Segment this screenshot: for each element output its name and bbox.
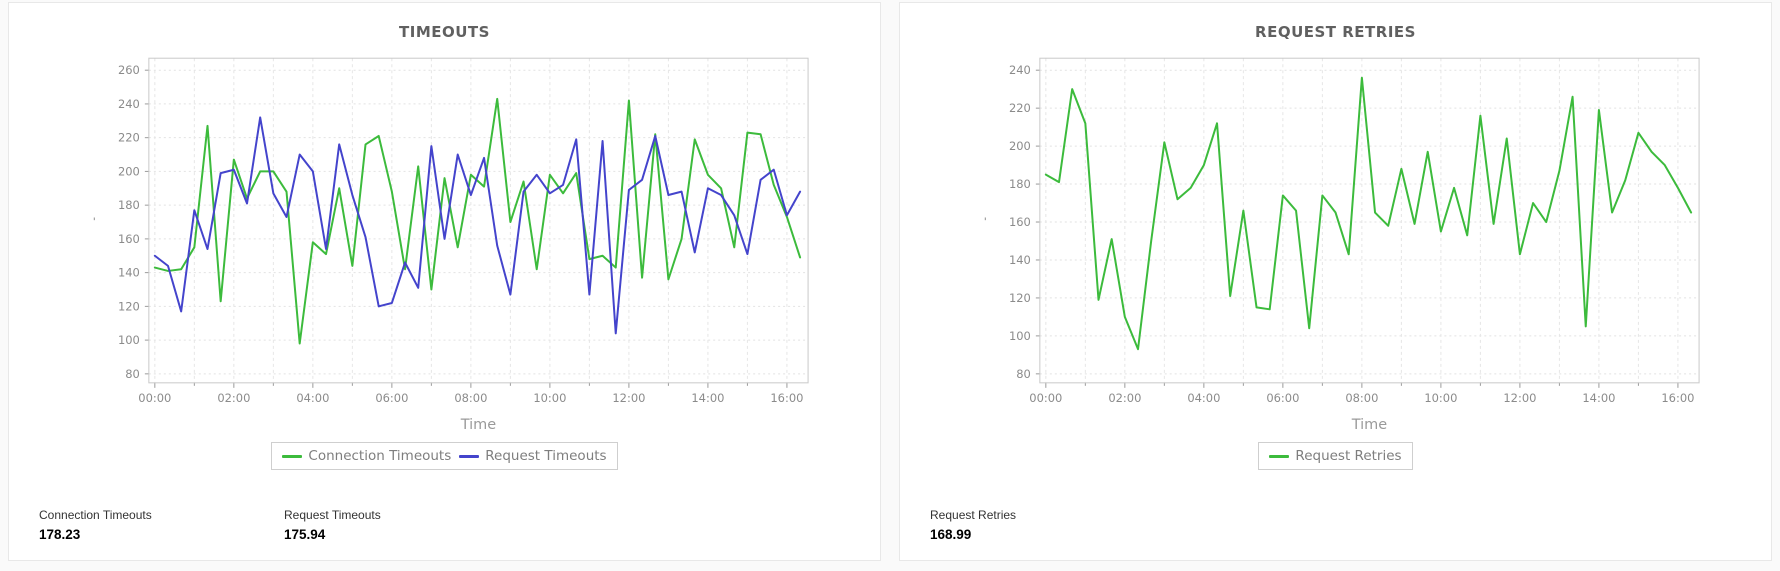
legend-row: Connection Timeouts Request Timeouts [9,442,880,470]
stat-connection-timeouts: Connection Timeouts 178.23 [39,508,284,542]
svg-text:02:00: 02:00 [1108,391,1141,405]
stat-value: 178.23 [39,527,81,542]
summary-stats: Connection Timeouts 178.23 Request Timeo… [9,508,880,542]
series-line-connection-timeouts [153,97,802,345]
svg-text:120: 120 [118,299,140,313]
request-retries-line-chart[interactable]: 80 100 120 140 160 180 200 220 240 00:00 02:00 04:0… [900,42,1771,434]
svg-text:16:00: 16:00 [770,391,803,405]
legend-label: Connection Timeouts [308,448,452,464]
svg-text:06:00: 06:00 [1266,391,1299,405]
chart-legend: Request Retries [1258,442,1413,470]
legend-item[interactable]: Connection Timeouts [282,448,451,464]
stat-label: Connection Timeouts [39,508,152,522]
legend-line-swatch-icon [1269,454,1290,458]
svg-text:': ' [984,217,987,228]
svg-text:240: 240 [1009,63,1031,77]
stat-request-timeouts: Request Timeouts 175.94 [284,508,529,542]
svg-text:10:00: 10:00 [1424,391,1457,405]
svg-text:200: 200 [118,164,140,178]
svg-text:10:00: 10:00 [533,391,566,405]
legend-line-swatch-icon [459,454,480,458]
svg-text:220: 220 [118,131,140,145]
svg-text:14:00: 14:00 [691,391,724,405]
stat-value: 175.94 [284,527,326,542]
svg-text:180: 180 [118,198,140,212]
svg-text:180: 180 [1009,177,1031,191]
svg-text:100: 100 [118,333,140,347]
summary-stats: Request Retries 168.99 [900,508,1771,542]
svg-text:160: 160 [1009,215,1031,229]
svg-text:08:00: 08:00 [454,391,487,405]
svg-text:16:00: 16:00 [1661,391,1694,405]
svg-text:Time: Time [1351,417,1388,433]
chart-legend: Connection Timeouts Request Timeouts [271,442,618,470]
svg-text:100: 100 [1009,329,1031,343]
svg-text:02:00: 02:00 [217,391,250,405]
legend-item[interactable]: Request Timeouts [459,448,607,464]
svg-text:80: 80 [1016,367,1031,381]
timeouts-line-chart[interactable]: 80 100 120 140 160 180 200 220 240 260 00:00 02:00 0… [9,42,880,434]
svg-text:00:00: 00:00 [138,391,171,405]
stat-label: Request Timeouts [284,508,381,522]
svg-text:08:00: 08:00 [1345,391,1378,405]
series-line-request-retries [1044,76,1693,351]
svg-text:140: 140 [118,266,140,280]
legend-label: Request Timeouts [485,448,607,464]
svg-text:220: 220 [1009,101,1031,115]
svg-text:160: 160 [118,232,140,246]
chart-title: REQUEST RETRIES [1255,23,1416,41]
svg-text:140: 140 [1009,253,1031,267]
legend-row: Request Retries [900,442,1771,470]
svg-text:120: 120 [1009,291,1031,305]
stat-request-retries: Request Retries 168.99 [930,508,1175,542]
svg-text:260: 260 [118,63,140,77]
legend-label: Request Retries [1295,448,1402,464]
legend-line-swatch-icon [282,454,303,458]
svg-text:12:00: 12:00 [612,391,645,405]
svg-text:200: 200 [1009,139,1031,153]
series-line-request-timeouts [153,116,802,335]
svg-text:14:00: 14:00 [1582,391,1615,405]
stat-value: 168.99 [930,527,972,542]
timeouts-chart-panel: TIMEOUTS 80 100 120 140 160 180 200 220 240 260 00… [8,2,881,561]
svg-text:00:00: 00:00 [1029,391,1062,405]
stat-label: Request Retries [930,508,1017,522]
request-retries-chart-panel: REQUEST RETRIES 80 100 120 140 160 180 200 220 2… [899,2,1772,561]
svg-text:240: 240 [118,97,140,111]
chart-title: TIMEOUTS [399,23,490,41]
svg-text:06:00: 06:00 [375,391,408,405]
svg-text:04:00: 04:00 [296,391,329,405]
svg-text:12:00: 12:00 [1503,391,1536,405]
svg-text:Time: Time [460,417,497,433]
svg-text:04:00: 04:00 [1187,391,1220,405]
svg-text:80: 80 [125,367,140,381]
svg-text:': ' [93,217,96,228]
legend-item[interactable]: Request Retries [1269,448,1402,464]
